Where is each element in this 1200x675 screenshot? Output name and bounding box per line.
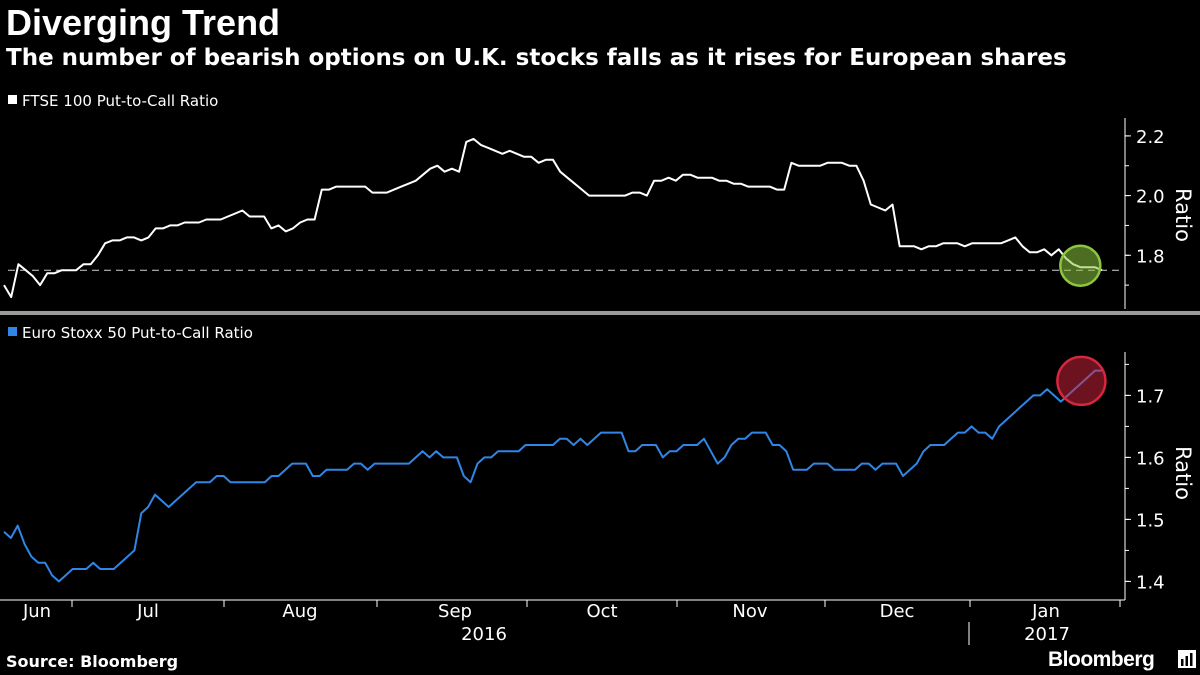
x-month-label: Dec <box>880 601 915 622</box>
ftse-highlight-circle <box>1059 244 1102 287</box>
x-month-label: Nov <box>732 601 767 622</box>
ftse-y-axis-label: Ratio <box>1171 188 1195 242</box>
x-month-label: Oct <box>586 601 617 622</box>
bloomberg-terminal-icon <box>1178 650 1196 668</box>
x-month-label: Aug <box>282 601 317 622</box>
ftse-series-line <box>3 137 1103 299</box>
euro-legend-label: Euro Stoxx 50 Put-to-Call Ratio <box>22 324 253 342</box>
euro-ytick-label: 1.6 <box>1136 448 1165 469</box>
x-year-label: 2017 <box>1024 624 1070 645</box>
x-month-label: Jul <box>136 601 159 622</box>
x-month-label: Jan <box>1031 601 1060 622</box>
euro-highlight-circle <box>1056 355 1107 407</box>
ftse-legend-label: FTSE 100 Put-to-Call Ratio <box>22 92 218 110</box>
chart-subtitle: The number of bearish options on U.K. st… <box>6 45 1067 71</box>
x-month-label: Jun <box>22 601 51 622</box>
euro-series-line <box>3 369 1102 583</box>
ftse-ytick-label: 2.0 <box>1136 187 1165 208</box>
ftse-ytick-label: 1.8 <box>1136 246 1165 267</box>
ftse-ytick-label: 2.2 <box>1136 127 1165 148</box>
euro-legend-swatch <box>8 327 17 336</box>
euro-y-axis-label: Ratio <box>1171 446 1195 500</box>
x-year-label: 2016 <box>461 624 507 645</box>
source-note: Source: Bloomberg <box>6 652 179 671</box>
brand-logo: Bloomberg <box>1048 648 1155 671</box>
ftse-legend-swatch <box>8 95 17 104</box>
euro-ytick-label: 1.4 <box>1136 572 1165 593</box>
chart-title: Diverging Trend <box>6 2 281 43</box>
euro-ytick-label: 1.7 <box>1136 386 1165 407</box>
x-month-label: Sep <box>438 601 472 622</box>
euro-ytick-label: 1.5 <box>1136 510 1165 531</box>
panel-divider <box>0 311 1200 315</box>
